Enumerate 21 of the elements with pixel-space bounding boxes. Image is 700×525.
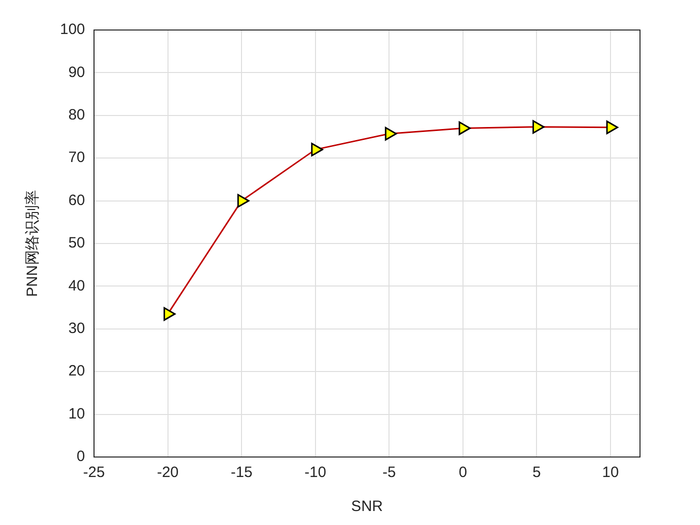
- y-tick-label: 100: [60, 21, 86, 38]
- x-tick-label: -10: [304, 464, 326, 482]
- y-axis-title: PNN网络识别率: [24, 190, 42, 297]
- y-tick-label: 0: [76, 448, 86, 466]
- y-tick-label: 70: [68, 149, 86, 166]
- y-tick-label: 60: [68, 192, 86, 209]
- y-tick-label: 20: [68, 362, 86, 380]
- y-tick-label: 40: [68, 277, 86, 294]
- x-tick-label: 0: [458, 464, 468, 482]
- y-tick-label: 90: [68, 64, 86, 81]
- x-tick-label: -15: [230, 464, 252, 482]
- x-tick-label: 5: [532, 464, 541, 482]
- x-tick-label: -20: [156, 464, 179, 482]
- x-tick-label: -25: [83, 464, 105, 482]
- y-tick-label: 80: [68, 106, 86, 124]
- y-tick-label: 50: [68, 234, 86, 252]
- y-tick-label: 10: [68, 405, 86, 422]
- x-tick-label: -5: [382, 464, 396, 482]
- x-tick-label: 10: [602, 464, 619, 482]
- y-tick-label: 30: [68, 320, 86, 338]
- x-axis-title: SNR: [351, 498, 384, 516]
